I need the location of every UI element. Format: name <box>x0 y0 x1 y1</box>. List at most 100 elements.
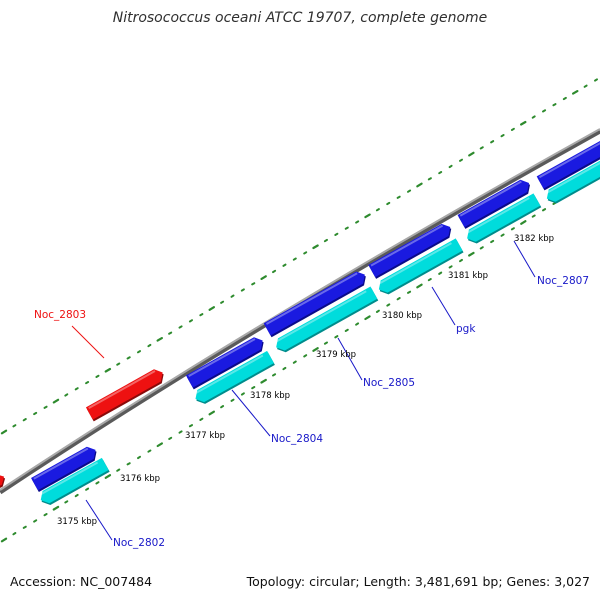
gc-dot <box>500 233 505 237</box>
gene-label-noc-2804[interactable]: Noc_2804 <box>271 433 323 445</box>
reverse-cds-noc-2804[interactable] <box>192 350 275 407</box>
gc-dot <box>240 392 245 396</box>
gc-dot <box>43 405 48 409</box>
gc-dot <box>52 505 60 511</box>
gc-dot <box>407 290 412 294</box>
gc-dot <box>168 436 173 440</box>
gc-dot <box>344 226 349 230</box>
label-leaders <box>71 240 536 541</box>
forward-cds-noc-2804-highlight <box>188 338 256 378</box>
accession-text: Accession: NC_007484 <box>10 574 152 589</box>
forward-cds-noc-2805[interactable] <box>263 269 370 338</box>
gc-dot <box>156 442 163 448</box>
gc-dot <box>43 513 48 517</box>
gc-dot <box>208 410 215 416</box>
forward-cds-noc-2802-body <box>31 446 96 491</box>
gc-dot <box>562 96 567 101</box>
gene-label-noc-2802[interactable]: Noc_2802 <box>113 537 165 549</box>
gc-dot <box>64 500 69 504</box>
gc-dot <box>137 455 141 460</box>
gc-dot <box>531 115 536 119</box>
forward-cds-next[interactable] <box>536 137 600 191</box>
leader-line <box>513 240 536 278</box>
gc-dot <box>520 220 527 225</box>
leader-line <box>231 389 271 437</box>
reverse-cds-pgk-body <box>378 238 463 293</box>
reverse-cds-pgk-highlight <box>377 242 452 286</box>
gc-dot <box>272 373 277 377</box>
backbone <box>0 128 600 491</box>
gc-dot <box>571 89 579 95</box>
gc-dot <box>416 182 423 188</box>
gene-label-noc-2803[interactable]: Noc_2803 <box>34 309 86 321</box>
reverse-cds-noc-2804-highlight <box>194 354 264 395</box>
gc-dot <box>531 214 536 218</box>
gc-dot <box>0 537 8 543</box>
gc-dot <box>188 424 193 428</box>
gc-dot <box>137 350 141 354</box>
highlighted-cds-noc-2803-highlight <box>88 370 156 410</box>
gene-label-noc-2807[interactable]: Noc_2807 <box>537 275 589 287</box>
gc-dot <box>323 238 328 243</box>
gc-dot <box>334 335 339 339</box>
gc-dot <box>468 151 475 157</box>
gc-dot <box>85 487 90 491</box>
gc-dot <box>542 109 547 113</box>
gc-dot <box>208 306 215 311</box>
reverse-cds-noc-2802[interactable] <box>37 457 110 508</box>
gc-dot <box>479 246 484 250</box>
gc-dot <box>33 411 38 416</box>
scale-label: 3181 kbp <box>448 271 488 281</box>
forward-cds-noc-2804[interactable] <box>185 334 267 390</box>
highlighted-cds-edge[interactable] <box>0 471 8 491</box>
forward-cds-noc-2807-body <box>457 179 530 228</box>
gc-dot <box>147 343 152 348</box>
highlighted-cds-noc-2803[interactable] <box>85 366 167 422</box>
gc-dot <box>355 220 360 224</box>
gc-dot <box>230 398 235 402</box>
reverse-cds-next[interactable] <box>543 155 600 206</box>
gc-dot <box>312 244 319 250</box>
reverse-cds-noc-2807[interactable] <box>464 193 542 246</box>
gene-labels: Noc_2802 Noc_2803 Noc_2804 Noc_2805 pgk Noc_2… <box>34 275 589 549</box>
reverse-cds-noc-2807-highlight <box>465 197 530 235</box>
gc-dot <box>64 393 69 397</box>
gc-dot <box>22 418 27 422</box>
gc-dot <box>0 429 8 435</box>
reverse-cds-noc-2805-body <box>276 286 378 351</box>
forward-cds-noc-2804-body <box>185 337 263 388</box>
gc-dot <box>272 269 277 274</box>
gc-dot <box>282 366 287 371</box>
reverse-cds-next-highlight <box>545 159 600 195</box>
gc-dot <box>519 120 527 126</box>
gc-dot <box>33 519 38 523</box>
forward-cds-noc-2802[interactable] <box>31 444 100 492</box>
gc-dot <box>116 362 121 366</box>
reverse-cds-noc-2805[interactable] <box>273 286 379 356</box>
gc-dot <box>85 381 90 385</box>
highlighted-cds-noc-2803-body <box>85 369 163 420</box>
gc-dot <box>364 315 371 321</box>
gc-dot <box>386 303 391 307</box>
forward-cds-next-highlight <box>538 141 600 179</box>
gc-dot <box>490 140 495 144</box>
gc-dot <box>104 367 112 373</box>
forward-cds-pgk[interactable] <box>368 221 454 279</box>
gc-dot <box>74 387 79 391</box>
gc-dot <box>334 232 339 236</box>
forward-cds-noc-2807[interactable] <box>457 177 534 229</box>
gene-label-pgk[interactable]: pgk <box>456 323 476 335</box>
gene-label-noc-2805[interactable]: Noc_2805 <box>363 377 415 389</box>
scale-label: 3182 kbp <box>514 234 554 244</box>
gc-dot <box>199 417 204 421</box>
gc-dot <box>220 405 225 409</box>
scale-label: 3180 kbp <box>382 311 422 321</box>
reverse-cds-pgk[interactable] <box>375 238 464 297</box>
gc-dot <box>459 158 463 162</box>
gc-dot <box>479 146 484 150</box>
gc-dot <box>364 213 371 219</box>
gc-dot <box>500 134 505 138</box>
gc-dot <box>168 331 173 335</box>
gc-dot <box>448 164 453 169</box>
scale-label: 3179 kbp <box>316 350 356 360</box>
